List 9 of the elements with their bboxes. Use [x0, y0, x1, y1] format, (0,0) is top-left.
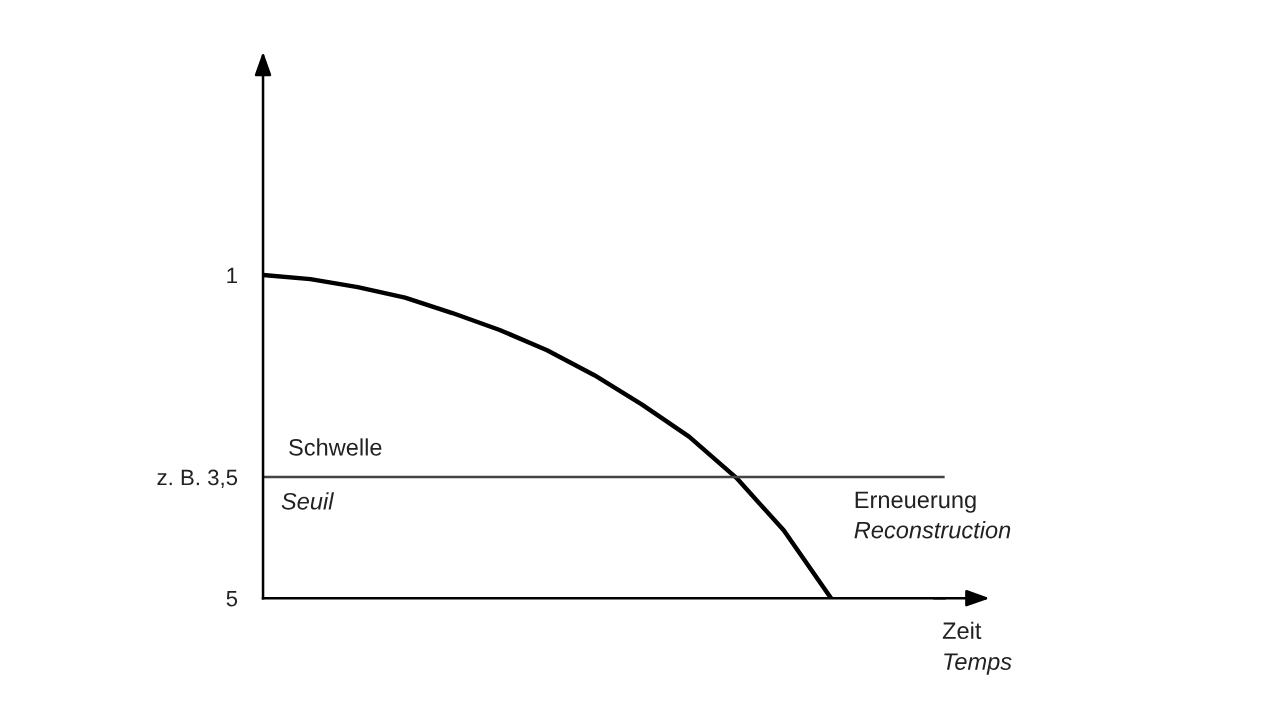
y-tick-label: 5	[226, 590, 238, 607]
annotation: Reconstruction	[854, 521, 1011, 539]
annotation: Seuil	[281, 492, 334, 510]
text: Zeit	[942, 621, 982, 640]
ref-line-label: Schwelle	[289, 438, 382, 456]
text: Temps	[944, 653, 1012, 675]
y-tick-label: 1	[227, 267, 237, 284]
y-tick-label: z. B. 3,5	[157, 469, 238, 488]
annotation: Erneuerung	[855, 491, 976, 513]
